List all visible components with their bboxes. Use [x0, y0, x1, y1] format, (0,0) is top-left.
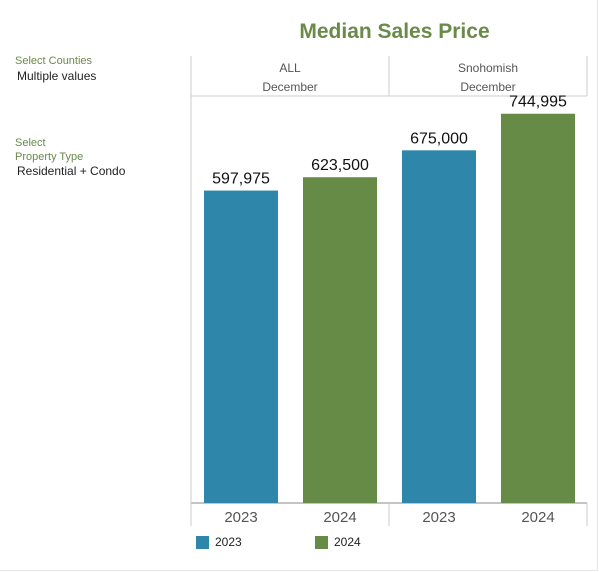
- panel-name-snohomish: Snohomish: [458, 61, 518, 75]
- legend-item-2024[interactable]: 2024: [315, 535, 361, 549]
- data-label-snohomish-2023: 675,000: [410, 130, 468, 147]
- panel-name-all: ALL: [279, 61, 301, 75]
- data-label-all-2024: 623,500: [311, 157, 369, 174]
- bar-all-2023: [204, 190, 278, 504]
- counties-filter-value[interactable]: Multiple values: [17, 69, 97, 83]
- data-label-snohomish-2024: 744,995: [509, 94, 567, 111]
- data-label-all-2023: 597,975: [212, 171, 270, 188]
- bar-snohomish-2023: [402, 150, 476, 503]
- counties-filter-label: Select Counties: [15, 54, 92, 68]
- chart-title: Median Sales Price: [299, 20, 490, 43]
- x-tick-label-all-2024: 2024: [323, 509, 356, 526]
- legend-swatch-2024: [315, 535, 328, 549]
- legend-label-2024: 2024: [334, 535, 361, 549]
- property-type-filter-label-line-2: Property Type: [15, 151, 84, 163]
- bar-snohomish-2024: [501, 113, 575, 503]
- x-tick-label-snohomish-2023: 2023: [422, 509, 455, 526]
- counties-filter-label-line: Select Counties: [15, 55, 93, 67]
- x-tick-label-all-2023: 2023: [224, 509, 257, 526]
- bar-all-2024: [303, 177, 377, 503]
- legend-item-2023[interactable]: 2023: [196, 535, 242, 549]
- legend-label-2023: 2023: [215, 535, 242, 549]
- panel-period-snohomish: December: [460, 80, 515, 94]
- panel-period-all: December: [262, 80, 317, 94]
- legend-swatch-2023: [196, 535, 209, 549]
- property-type-filter-label-line-1: Select: [15, 137, 46, 149]
- property-type-filter-label: Select Property Type: [15, 136, 83, 164]
- property-type-filter-value[interactable]: Residential + Condo: [17, 164, 126, 178]
- x-tick-label-snohomish-2024: 2024: [521, 509, 554, 526]
